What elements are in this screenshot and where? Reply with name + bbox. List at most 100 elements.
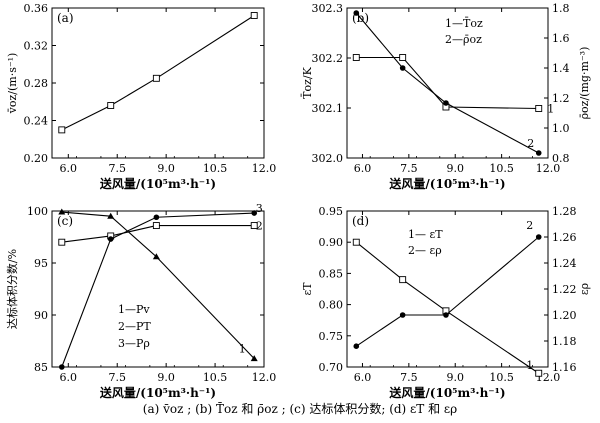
x-axis-label: 送风量/(10⁵m³·h⁻¹) xyxy=(99,385,216,400)
x-tick-label: 6.0 xyxy=(354,371,372,384)
data-point-1 xyxy=(399,54,407,61)
panel-label: (c) xyxy=(57,214,73,228)
x-tick-label: 9.0 xyxy=(157,371,175,384)
legend-entry: 2—PT xyxy=(118,320,151,333)
x-tick-label: 9.0 xyxy=(157,162,175,175)
data-point-3 xyxy=(107,236,114,242)
series-line-2 xyxy=(355,12,539,154)
y2-axis-label: ρ̄oz/(mg·m⁻³) xyxy=(578,47,591,120)
data-point-3 xyxy=(153,214,160,221)
y2-tick-label: 1.16 xyxy=(552,361,577,374)
y2-tick-label: 0.8 xyxy=(552,152,570,165)
x-tick-label: 10.5 xyxy=(489,162,514,175)
x-tick-label: 12.0 xyxy=(252,371,277,384)
y-tick-label: 302.1 xyxy=(312,102,344,115)
y-tick-label: 0.70 xyxy=(319,361,344,374)
legend-entry: 1—Pv xyxy=(118,303,150,316)
x-axis-label: 送风量/(10⁵m³·h⁻¹) xyxy=(99,176,216,191)
y2-tick-label: 1.2 xyxy=(552,92,570,105)
y-tick-label: 0.20 xyxy=(24,152,49,165)
legend-entry: 2— ερ xyxy=(408,244,442,257)
data-point-2 xyxy=(535,150,542,156)
y2-tick-label: 1.0 xyxy=(552,122,570,135)
x-tick-label: 7.5 xyxy=(108,371,126,384)
y-tick-label: 0.32 xyxy=(24,40,49,53)
x-tick-label: 10.5 xyxy=(489,371,514,384)
y2-tick-label: 1.18 xyxy=(552,335,577,348)
y2-tick-label: 1.24 xyxy=(552,257,577,270)
y-tick-label: 302.2 xyxy=(312,52,344,65)
legend-entry: 1— εT xyxy=(408,228,443,241)
x-tick-label: 10.5 xyxy=(203,371,228,384)
x-tick-label: 12.0 xyxy=(252,162,277,175)
data-point-1 xyxy=(352,54,360,61)
x-tick-label: 7.5 xyxy=(400,371,418,384)
x-axis-label: 送风量/(10⁵m³·h⁻¹) xyxy=(388,176,505,191)
y-axis-label: εT xyxy=(301,282,314,296)
y2-tick-label: 1.20 xyxy=(552,309,577,322)
data-point-1 xyxy=(107,102,115,109)
series-line-1 xyxy=(355,241,540,374)
series-end-label: 1 xyxy=(239,343,246,356)
series-end-label: 1 xyxy=(547,103,554,116)
data-point-1 xyxy=(107,212,115,219)
x-tick-label: 7.5 xyxy=(400,162,418,175)
data-point-1 xyxy=(152,74,160,82)
series-end-label: 2 xyxy=(526,219,533,232)
y-axis-label: 达标体积分数/% xyxy=(5,249,19,329)
series-end-label: 3 xyxy=(256,202,263,215)
x-tick-label: 6.0 xyxy=(60,371,78,384)
series-line-2 xyxy=(61,225,255,243)
x-tick-label: 9.0 xyxy=(446,162,464,175)
x-tick-label: 9.0 xyxy=(446,371,464,384)
x-tick-label: 6.0 xyxy=(354,162,372,175)
data-point-2 xyxy=(353,10,360,16)
y-tick-label: 85 xyxy=(34,361,48,374)
y-tick-label: 0.28 xyxy=(24,77,49,90)
series-end-label: 2 xyxy=(527,137,534,150)
series-line-1 xyxy=(61,211,255,360)
y-tick-label: 0.85 xyxy=(319,267,344,280)
data-point-1 xyxy=(58,208,66,215)
y-tick-label: 0.80 xyxy=(319,299,344,312)
data-point-1 xyxy=(535,105,543,112)
series-line-1 xyxy=(61,15,255,131)
y-tick-label: 95 xyxy=(34,257,48,270)
plot-frame xyxy=(346,7,549,159)
data-point-2 xyxy=(399,312,406,318)
legend-entry: 2—ρ̄oz xyxy=(445,33,482,46)
data-point-1 xyxy=(250,355,258,362)
chart-panel-2: 6.0 7.5 9.0 10.5 12.0 302.0 302.1 302.2 302.3 0.8… xyxy=(301,2,591,191)
data-point-2 xyxy=(58,238,66,246)
y2-tick-label: 1.4 xyxy=(552,62,570,75)
y-tick-label: 90 xyxy=(34,309,48,322)
data-point-1 xyxy=(58,126,66,134)
y-tick-label: 302.3 xyxy=(312,2,344,15)
data-point-2 xyxy=(535,234,542,240)
data-point-1 xyxy=(250,12,258,19)
data-point-1 xyxy=(352,238,360,246)
y-tick-label: 0.90 xyxy=(319,236,344,249)
data-point-3 xyxy=(58,364,65,370)
series-line-3 xyxy=(61,212,255,368)
y-tick-label: 100 xyxy=(27,205,48,218)
x-tick-label: 10.5 xyxy=(203,162,228,175)
data-point-3 xyxy=(251,210,258,216)
x-tick-label: 6.0 xyxy=(60,162,78,175)
data-point-2 xyxy=(353,343,360,350)
data-point-2 xyxy=(443,312,449,318)
data-point-1 xyxy=(399,276,407,284)
y2-tick-label: 1.8 xyxy=(552,2,570,15)
y2-axis-label: ερ xyxy=(578,283,591,295)
y2-tick-label: 1.6 xyxy=(552,32,570,45)
plot-frame xyxy=(51,7,265,159)
y2-tick-label: 1.26 xyxy=(552,231,577,244)
panel-label: (a) xyxy=(57,11,74,25)
series-line-1 xyxy=(356,56,539,110)
figure-caption: (a) v̄oz ; (b) T̄oz 和 ρ̄oz ; (c) 达标体积分数;… xyxy=(142,402,458,416)
legend-entry: 1—T̄oz xyxy=(445,17,483,30)
y-tick-label: 0.95 xyxy=(319,205,344,218)
data-point-2 xyxy=(152,222,160,230)
series-line-2 xyxy=(355,236,540,347)
y-axis-label: v̄oz/(m·s⁻¹) xyxy=(6,53,19,115)
